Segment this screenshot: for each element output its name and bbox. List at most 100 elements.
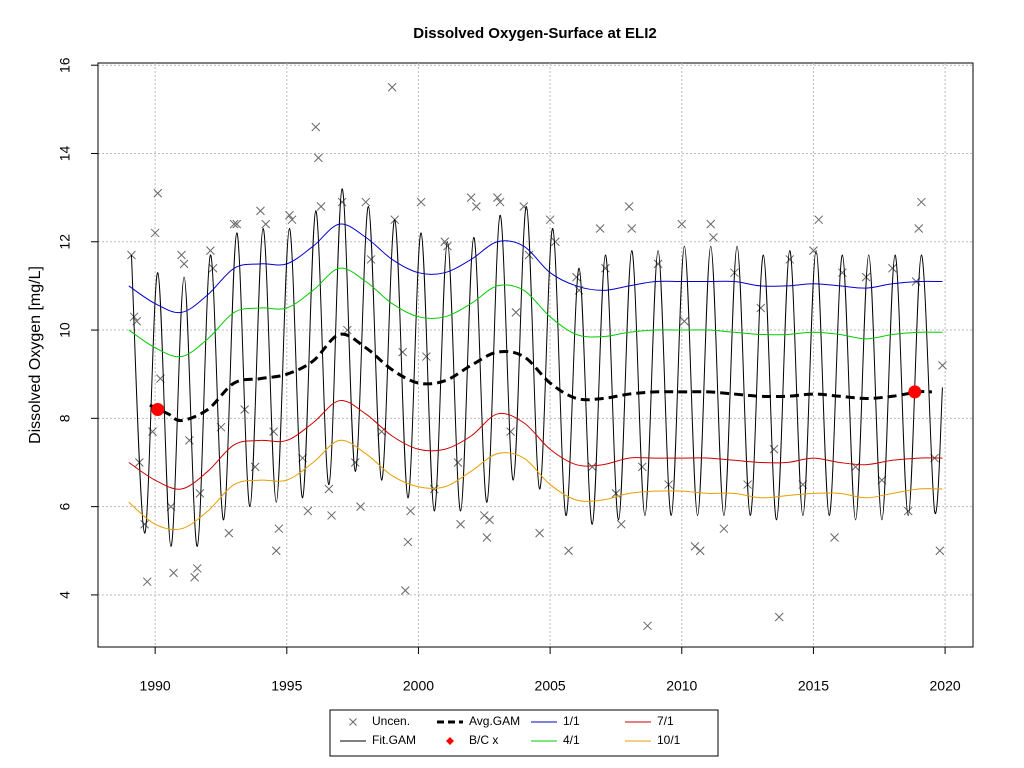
data-point	[914, 224, 924, 233]
x-tick-label: 1990	[140, 678, 171, 694]
data-point	[127, 250, 136, 260]
data-point	[224, 528, 234, 538]
data-point	[653, 259, 663, 269]
data-point	[774, 612, 784, 622]
data-point	[564, 546, 573, 556]
data-point	[416, 197, 426, 207]
data-point	[756, 303, 766, 313]
data-point	[261, 219, 271, 229]
x-tick-label: 2015	[798, 678, 829, 694]
data-point	[400, 586, 410, 595]
data-point	[206, 246, 215, 255]
data-point	[506, 427, 515, 436]
data-point	[229, 219, 239, 229]
legend-label: Uncen.	[372, 714, 410, 728]
data-point	[350, 458, 360, 467]
y-tick-label: 16	[57, 57, 73, 73]
data-point	[387, 82, 397, 92]
legend-label: Avg.GAM	[469, 714, 520, 728]
data-point	[677, 219, 687, 229]
data-point	[422, 352, 431, 361]
data-point	[938, 361, 947, 370]
data-point	[769, 444, 779, 454]
data-point	[274, 524, 284, 534]
data-point	[524, 250, 534, 260]
data-point	[287, 215, 297, 225]
data-point	[142, 577, 152, 587]
data-point	[680, 316, 689, 326]
data-point	[303, 506, 313, 516]
legend-label: 10/1	[657, 733, 681, 747]
data-point	[285, 210, 294, 220]
legend-symbol	[446, 737, 454, 745]
data-point	[709, 233, 718, 242]
data-point	[366, 255, 376, 264]
data-point	[785, 255, 795, 264]
chart-title: Dissolved Oxygen-Surface at ELI2	[413, 25, 656, 42]
data-point	[903, 506, 913, 516]
data-point	[616, 519, 626, 529]
data-point	[337, 197, 347, 207]
legend-label: 1/1	[563, 714, 580, 728]
data-point	[545, 215, 555, 225]
data-point	[624, 202, 634, 211]
data-point	[403, 537, 413, 547]
data-point	[479, 511, 489, 520]
data-point	[311, 122, 321, 132]
data-point	[551, 237, 560, 247]
data-point	[327, 511, 336, 520]
legend-label: 4/1	[563, 733, 580, 747]
data-point	[690, 542, 700, 551]
legend-label: Fit.GAM	[372, 733, 416, 747]
data-point	[314, 153, 323, 163]
data-point	[456, 519, 465, 529]
y-tick-label: 4	[57, 591, 73, 599]
data-point	[493, 193, 502, 202]
data-point	[324, 484, 334, 494]
x-tick-label: 2005	[535, 678, 566, 694]
y-tick-label: 10	[57, 322, 73, 338]
data-point	[232, 219, 242, 229]
data-point	[343, 325, 352, 335]
data-point	[535, 528, 544, 538]
data-point	[511, 308, 521, 317]
x-tick-label: 2020	[930, 678, 961, 694]
data-point	[256, 206, 265, 216]
data-point	[356, 502, 365, 511]
data-point	[572, 272, 581, 282]
data-point	[935, 546, 945, 556]
data-point	[406, 506, 415, 516]
y-tick-label: 14	[57, 145, 73, 161]
data-line	[128, 223, 943, 314]
data-point	[466, 193, 476, 202]
data-point	[809, 246, 818, 255]
data-point	[443, 241, 452, 251]
data-point	[917, 197, 926, 207]
x-tick-label: 2010	[666, 678, 697, 694]
y-axis-label: Dissolved Oxygen [mg/L]	[27, 266, 44, 444]
data-point	[271, 546, 281, 556]
data-point	[179, 259, 189, 269]
data-point	[695, 546, 705, 556]
y-tick-label: 12	[57, 234, 73, 250]
data-point	[398, 347, 408, 357]
data-point	[601, 263, 610, 273]
data-point	[908, 385, 922, 399]
data-point	[706, 219, 716, 229]
data-point	[453, 458, 463, 467]
data-point	[637, 462, 647, 472]
data-point	[140, 519, 149, 529]
data-point	[169, 568, 178, 578]
data-point	[495, 197, 505, 207]
y-tick-label: 6	[57, 503, 73, 511]
data-line	[128, 439, 943, 531]
data-point	[190, 572, 199, 582]
data-point	[627, 224, 637, 233]
data-point	[814, 215, 824, 225]
data-point	[472, 202, 481, 211]
legend-symbol	[349, 718, 357, 726]
legend-label: B/C x	[469, 733, 498, 747]
data-point	[153, 188, 163, 198]
